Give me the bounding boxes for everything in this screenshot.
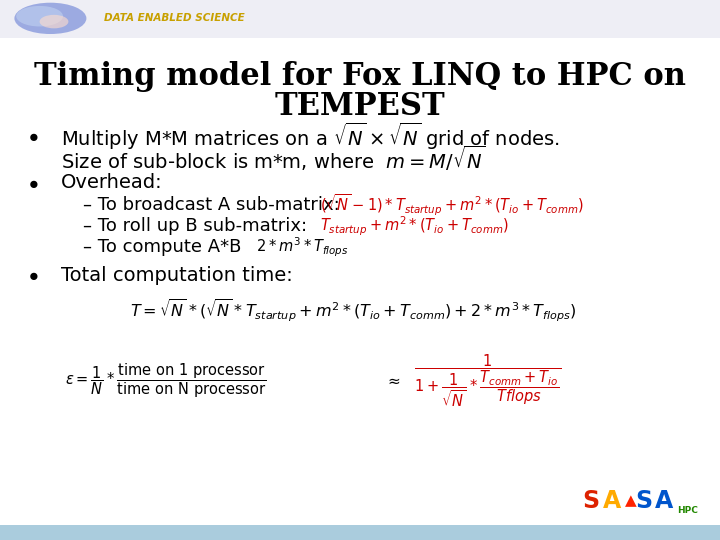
Text: $2*m^3*T_{flops}$: $2*m^3*T_{flops}$ [256,235,348,259]
Ellipse shape [40,15,68,28]
Text: S: S [635,489,652,513]
Text: DATA ENABLED SCIENCE: DATA ENABLED SCIENCE [104,14,245,23]
Ellipse shape [14,3,86,34]
Text: $\bullet$: $\bullet$ [25,171,39,194]
Text: Overhead:: Overhead: [61,173,163,192]
Text: A: A [655,489,673,513]
Text: $\approx$: $\approx$ [385,373,401,388]
Text: $\dfrac{1}{1 + \dfrac{1}{\sqrt{N}} * \dfrac{T_{comm}+T_{io}}{Tflops}}$: $\dfrac{1}{1 + \dfrac{1}{\sqrt{N}} * \df… [414,352,561,409]
Text: $T_{startup} + m^2*(T_{io}+T_{comm})$: $T_{startup} + m^2*(T_{io}+T_{comm})$ [320,214,509,238]
Text: – To roll up B sub-matrix:: – To roll up B sub-matrix: [83,217,307,235]
Text: Timing model for Fox LINQ to HPC on: Timing model for Fox LINQ to HPC on [34,61,686,92]
Text: Total computation time:: Total computation time: [61,266,293,285]
Text: $\varepsilon = \dfrac{1}{N} * \dfrac{\mathrm{time\ on\ 1\ processor}}{\mathrm{ti: $\varepsilon = \dfrac{1}{N} * \dfrac{\ma… [65,361,266,400]
Text: $(\sqrt{N}-1)*T_{startup} + m^2*(T_{io}+T_{comm})$: $(\sqrt{N}-1)*T_{startup} + m^2*(T_{io}+… [320,192,585,218]
Text: S: S [582,489,599,513]
Text: Multiply M*M matrices on a $\sqrt{N} \times \sqrt{N}$ grid of nodes.: Multiply M*M matrices on a $\sqrt{N} \ti… [61,120,560,152]
Text: $T = \sqrt{N}*(\sqrt{N}*T_{startup} + m^2*(T_{io}+T_{comm}) + 2*m^3*T_{flops})$: $T = \sqrt{N}*(\sqrt{N}*T_{startup} + m^… [130,297,577,324]
Text: ▲: ▲ [625,494,636,509]
Bar [0,0,720,38]
Text: $\bullet$: $\bullet$ [25,124,39,148]
Bar [0,525,720,540]
Text: A: A [603,489,621,513]
Text: – To broadcast A sub-matrix:: – To broadcast A sub-matrix: [83,196,340,214]
Text: Size of sub-block is m*m, where  $m = M/\sqrt{N}$: Size of sub-block is m*m, where $m = M/\… [61,144,485,173]
Text: $\bullet$: $\bullet$ [25,264,39,287]
Ellipse shape [16,6,63,26]
Text: HPC: HPC [677,506,698,515]
Text: – To compute A*B: – To compute A*B [83,238,241,256]
Text: TEMPEST: TEMPEST [274,91,446,122]
